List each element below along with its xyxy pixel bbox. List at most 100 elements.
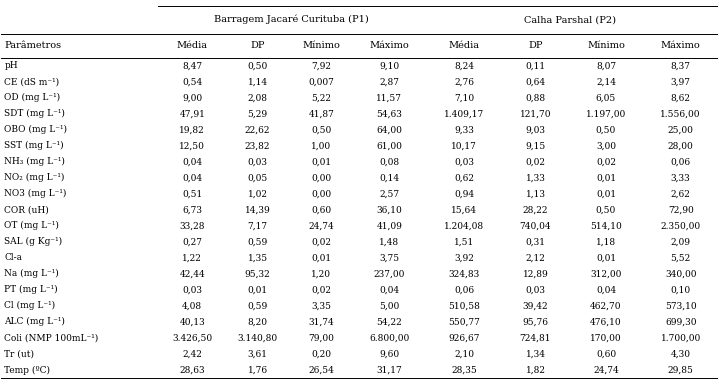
Text: 1,20: 1,20 (312, 269, 332, 279)
Text: 2,57: 2,57 (379, 189, 399, 199)
Text: 740,04: 740,04 (520, 221, 551, 231)
Text: 4,08: 4,08 (182, 301, 202, 311)
Text: 9,00: 9,00 (182, 93, 202, 102)
Text: 0,00: 0,00 (312, 189, 332, 199)
Text: 0,03: 0,03 (248, 157, 268, 166)
Text: 0,007: 0,007 (309, 77, 335, 86)
Text: 61,00: 61,00 (376, 141, 402, 150)
Text: 3.140,80: 3.140,80 (238, 333, 278, 343)
Text: 1.409,17: 1.409,17 (444, 109, 484, 118)
Text: 31,17: 31,17 (376, 365, 402, 375)
Text: 573,10: 573,10 (665, 301, 696, 311)
Text: 0,94: 0,94 (454, 189, 474, 199)
Text: CE (dS m⁻¹): CE (dS m⁻¹) (4, 77, 60, 86)
Text: 550,77: 550,77 (448, 317, 480, 327)
Text: 1,00: 1,00 (312, 141, 332, 150)
Text: 724,81: 724,81 (520, 333, 551, 343)
Text: 3,61: 3,61 (248, 349, 268, 359)
Text: 64,00: 64,00 (376, 125, 402, 134)
Text: 0,06: 0,06 (671, 157, 691, 166)
Text: 6,05: 6,05 (596, 93, 616, 102)
Text: 0,02: 0,02 (312, 285, 332, 295)
Text: 1,18: 1,18 (596, 237, 616, 247)
Text: 1,13: 1,13 (526, 189, 546, 199)
Text: 0,60: 0,60 (312, 205, 332, 215)
Text: 3,97: 3,97 (671, 77, 691, 86)
Text: OBO (mg L⁻¹): OBO (mg L⁻¹) (4, 125, 67, 134)
Text: 0,10: 0,10 (671, 285, 691, 295)
Text: 476,10: 476,10 (590, 317, 622, 327)
Text: Barragem Jacaré Curituba (P1): Barragem Jacaré Curituba (P1) (214, 15, 368, 24)
Text: pH: pH (4, 61, 18, 70)
Text: 54,22: 54,22 (376, 317, 402, 327)
Text: Média: Média (177, 41, 208, 50)
Text: 2,76: 2,76 (454, 77, 474, 86)
Text: 0,11: 0,11 (526, 61, 546, 70)
Text: 19,82: 19,82 (180, 125, 205, 134)
Text: 47,91: 47,91 (180, 109, 205, 118)
Text: 2,12: 2,12 (526, 253, 546, 263)
Text: 0,59: 0,59 (248, 237, 268, 247)
Text: 2,42: 2,42 (182, 349, 202, 359)
Text: 9,33: 9,33 (454, 125, 474, 134)
Text: 1,33: 1,33 (526, 173, 546, 182)
Text: 8,20: 8,20 (248, 317, 268, 327)
Text: Na (mg L⁻¹): Na (mg L⁻¹) (4, 269, 59, 279)
Text: 28,00: 28,00 (668, 141, 694, 150)
Text: 510,58: 510,58 (448, 301, 480, 311)
Text: 1,22: 1,22 (182, 253, 202, 263)
Text: COR (uH): COR (uH) (4, 205, 49, 215)
Text: 14,39: 14,39 (245, 205, 271, 215)
Text: SST (mg L⁻¹): SST (mg L⁻¹) (4, 141, 64, 150)
Text: 42,44: 42,44 (180, 269, 205, 279)
Text: 1,82: 1,82 (526, 365, 546, 375)
Text: 1,14: 1,14 (248, 77, 268, 86)
Text: 54,63: 54,63 (376, 109, 402, 118)
Text: 2,14: 2,14 (596, 77, 616, 86)
Text: 8,24: 8,24 (454, 61, 474, 70)
Text: Coli (NMP 100mL⁻¹): Coli (NMP 100mL⁻¹) (4, 333, 98, 343)
Text: 26,54: 26,54 (309, 365, 335, 375)
Text: 4,30: 4,30 (671, 349, 691, 359)
Text: DP: DP (528, 41, 543, 50)
Text: 170,00: 170,00 (590, 333, 622, 343)
Text: 237,00: 237,00 (373, 269, 405, 279)
Text: DP: DP (251, 41, 265, 50)
Text: Parâmetros: Parâmetros (4, 41, 62, 50)
Text: 312,00: 312,00 (590, 269, 622, 279)
Text: 24,74: 24,74 (593, 365, 619, 375)
Text: Cl-a: Cl-a (4, 253, 22, 263)
Text: 12,50: 12,50 (180, 141, 205, 150)
Text: NO3 (mg L⁻¹): NO3 (mg L⁻¹) (4, 189, 67, 199)
Text: 0,62: 0,62 (454, 173, 474, 182)
Text: 6.800,00: 6.800,00 (369, 333, 409, 343)
Text: 95,32: 95,32 (245, 269, 271, 279)
Text: 23,82: 23,82 (245, 141, 271, 150)
Text: 9,60: 9,60 (379, 349, 399, 359)
Text: 0,03: 0,03 (182, 285, 202, 295)
Text: 41,87: 41,87 (309, 109, 335, 118)
Text: 0,01: 0,01 (596, 189, 616, 199)
Text: 0,50: 0,50 (596, 205, 616, 215)
Text: SAL (g Kg⁻¹): SAL (g Kg⁻¹) (4, 237, 62, 247)
Text: 0,27: 0,27 (182, 237, 202, 247)
Text: 1.197,00: 1.197,00 (586, 109, 626, 118)
Text: 11,57: 11,57 (376, 93, 402, 102)
Text: 0,01: 0,01 (596, 253, 616, 263)
Text: 1,51: 1,51 (454, 237, 475, 247)
Text: 10,17: 10,17 (451, 141, 477, 150)
Text: Mínimo: Mínimo (587, 41, 625, 50)
Text: 0,03: 0,03 (454, 157, 474, 166)
Text: 0,02: 0,02 (596, 157, 616, 166)
Text: 0,50: 0,50 (596, 125, 616, 134)
Text: NH₃ (mg L⁻¹): NH₃ (mg L⁻¹) (4, 157, 65, 166)
Text: OT (mg L⁻¹): OT (mg L⁻¹) (4, 221, 59, 231)
Text: Cl (mg L⁻¹): Cl (mg L⁻¹) (4, 301, 55, 311)
Text: 1,48: 1,48 (379, 237, 399, 247)
Text: 95,76: 95,76 (523, 317, 549, 327)
Text: 6,73: 6,73 (182, 205, 202, 215)
Text: 0,04: 0,04 (596, 285, 616, 295)
Text: 1,76: 1,76 (248, 365, 268, 375)
Text: Temp (ºC): Temp (ºC) (4, 365, 50, 375)
Text: 9,10: 9,10 (379, 61, 399, 70)
